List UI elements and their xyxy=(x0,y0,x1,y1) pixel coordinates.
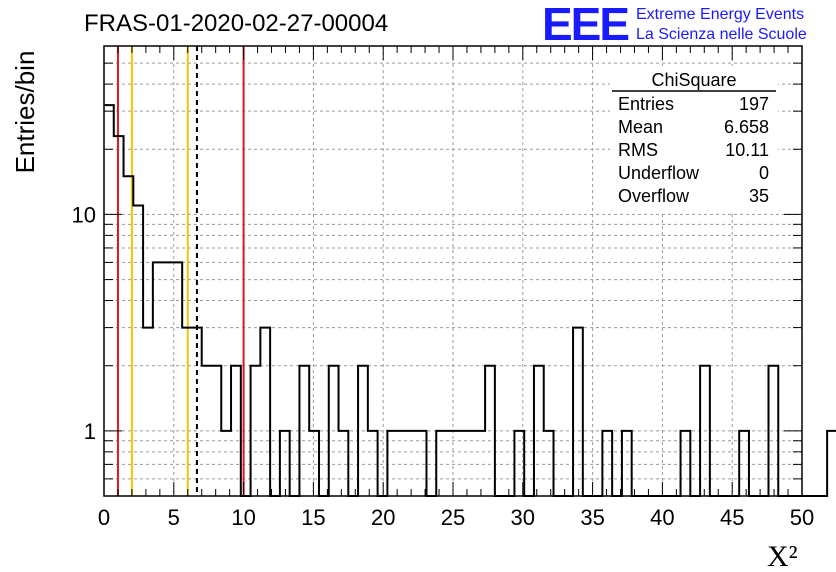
x-tick-label: 50 xyxy=(790,505,814,530)
histogram-bin xyxy=(133,205,143,496)
stats-row-value: 10.11 xyxy=(725,140,769,160)
x-tick-label: 30 xyxy=(511,505,535,530)
x-tick-label: 5 xyxy=(168,505,180,530)
stats-row-value: 0 xyxy=(759,163,769,183)
stats-row-label: Underflow xyxy=(618,163,700,183)
eee-logo-line-1: Extreme Energy Events xyxy=(636,6,805,23)
y-tick-label: 10 xyxy=(72,202,96,227)
histogram-bin xyxy=(163,262,173,496)
x-tick-label: 45 xyxy=(720,505,744,530)
stats-row-label: RMS xyxy=(618,140,658,160)
eee-logo-mark: EEE xyxy=(542,0,630,50)
x-tick-label: 20 xyxy=(371,505,395,530)
stats-row-label: Overflow xyxy=(618,186,690,206)
x-tick-label: 40 xyxy=(650,505,674,530)
x-tick-label: 25 xyxy=(441,505,465,530)
histogram-bin xyxy=(260,328,270,496)
y-tick-label: 1 xyxy=(84,419,96,444)
histogram-bin xyxy=(153,262,163,496)
eee-logo: EEE Extreme Energy Events La Scienza nel… xyxy=(542,0,832,50)
x-tick-label: 10 xyxy=(231,505,255,530)
x-tick-label: 0 xyxy=(98,505,110,530)
stats-box: ChiSquare Entries 197 Mean 6.658 RMS 10.11 Unde… xyxy=(610,66,778,211)
stats-row-label: Entries xyxy=(618,94,674,114)
stats-row-value: 197 xyxy=(739,94,769,114)
histogram-bin xyxy=(143,328,153,496)
x-tick-label: 35 xyxy=(580,505,604,530)
x-tick-label: 15 xyxy=(301,505,325,530)
histogram-layer xyxy=(104,104,836,497)
x-axis-label: X² xyxy=(767,540,798,572)
eee-logo-line-2: La Scienza nelle Scuole xyxy=(636,26,807,43)
histogram-bin xyxy=(573,328,583,496)
stats-row-value: 35 xyxy=(749,186,769,206)
y-axis-label: Entries/bin xyxy=(10,51,40,174)
stats-box-title: ChiSquare xyxy=(651,70,736,90)
histogram-bin xyxy=(827,431,836,496)
chart-title: FRAS-01-2020-02-27-00004 xyxy=(84,10,389,37)
stats-row-label: Mean xyxy=(618,117,663,137)
axis-ticks: 0 5 10 15 20 25 30 35 40 45 50 1 10 xyxy=(72,46,814,530)
histogram-outline xyxy=(104,104,836,497)
stats-box-background xyxy=(610,66,778,211)
reference-lines xyxy=(116,46,245,496)
stats-row-value: 6.658 xyxy=(724,117,769,137)
